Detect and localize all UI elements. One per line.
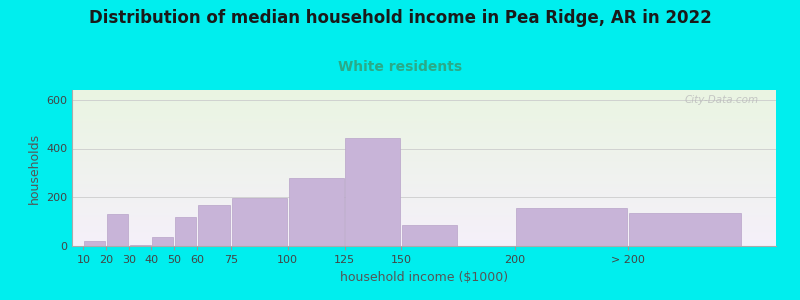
X-axis label: household income ($1000): household income ($1000) [340, 271, 508, 284]
Bar [175, 217, 196, 246]
Bar [516, 208, 627, 246]
Bar [402, 225, 457, 246]
Bar [289, 178, 344, 246]
Text: City-Data.com: City-Data.com [684, 95, 758, 105]
Bar [84, 241, 105, 246]
Bar [630, 213, 741, 246]
Bar [107, 214, 128, 246]
Text: Distribution of median household income in Pea Ridge, AR in 2022: Distribution of median household income … [89, 9, 711, 27]
Bar [232, 199, 287, 246]
Bar [198, 205, 230, 246]
Bar [346, 137, 400, 246]
Bar [130, 245, 150, 246]
Y-axis label: households: households [27, 132, 41, 204]
Text: White residents: White residents [338, 60, 462, 74]
Bar [152, 238, 174, 246]
